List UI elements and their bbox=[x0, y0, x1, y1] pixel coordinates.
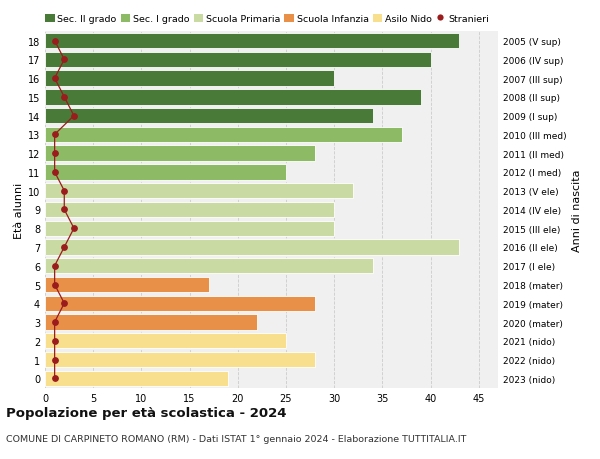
Bar bbox=[45, 165, 286, 180]
Bar bbox=[45, 277, 209, 292]
Point bbox=[69, 113, 79, 120]
Y-axis label: Età alunni: Età alunni bbox=[14, 182, 23, 238]
Point bbox=[59, 94, 69, 101]
Point bbox=[59, 300, 69, 307]
Point bbox=[50, 75, 59, 83]
Point bbox=[59, 188, 69, 195]
Point bbox=[50, 319, 59, 326]
Bar bbox=[45, 109, 373, 124]
Bar bbox=[45, 258, 373, 274]
Bar bbox=[45, 52, 431, 68]
Point bbox=[50, 169, 59, 176]
Bar bbox=[45, 146, 315, 162]
Bar bbox=[45, 333, 286, 349]
Point bbox=[50, 38, 59, 45]
Bar bbox=[45, 202, 334, 218]
Bar bbox=[45, 71, 334, 87]
Point bbox=[59, 56, 69, 64]
Bar bbox=[45, 315, 257, 330]
Point bbox=[50, 263, 59, 270]
Point bbox=[50, 281, 59, 289]
Point bbox=[50, 337, 59, 345]
Bar bbox=[45, 34, 460, 49]
Legend: Sec. II grado, Sec. I grado, Scuola Primaria, Scuola Infanzia, Asilo Nido, Stran: Sec. II grado, Sec. I grado, Scuola Prim… bbox=[45, 15, 489, 24]
Text: Popolazione per età scolastica - 2024: Popolazione per età scolastica - 2024 bbox=[6, 406, 287, 419]
Point bbox=[69, 225, 79, 232]
Point bbox=[59, 206, 69, 213]
Bar bbox=[45, 184, 353, 199]
Bar bbox=[45, 371, 228, 386]
Bar bbox=[45, 240, 460, 255]
Text: COMUNE DI CARPINETO ROMANO (RM) - Dati ISTAT 1° gennaio 2024 - Elaborazione TUTT: COMUNE DI CARPINETO ROMANO (RM) - Dati I… bbox=[6, 434, 466, 443]
Bar bbox=[45, 221, 334, 236]
Point bbox=[50, 131, 59, 139]
Bar bbox=[45, 90, 421, 105]
Bar bbox=[45, 128, 401, 143]
Point bbox=[50, 356, 59, 364]
Point bbox=[50, 150, 59, 157]
Point bbox=[59, 244, 69, 251]
Bar bbox=[45, 296, 315, 311]
Bar bbox=[45, 352, 315, 368]
Y-axis label: Anni di nascita: Anni di nascita bbox=[572, 169, 582, 251]
Point bbox=[50, 375, 59, 382]
